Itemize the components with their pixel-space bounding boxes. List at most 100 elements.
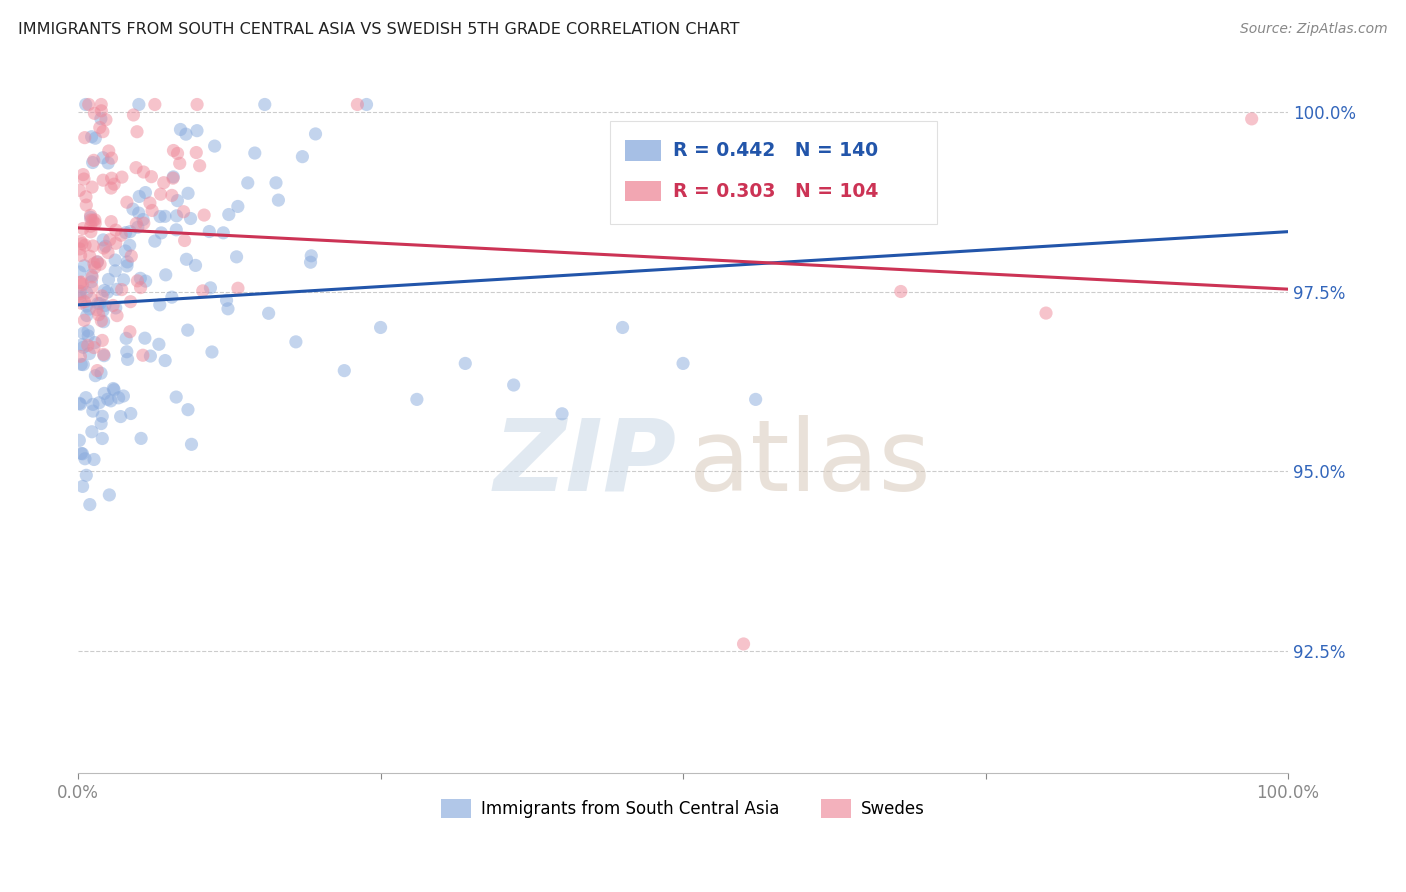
- Point: [105, 282, 128, 296]
- Point: [91, 303, 114, 318]
- Point: [75, 238, 97, 252]
- Point: [104, 301, 127, 315]
- Point: [104, 223, 127, 237]
- Point: [153, 210, 176, 224]
- Point: [299, 249, 322, 263]
- Point: [166, 146, 188, 161]
- Point: [103, 383, 125, 397]
- Point: [112, 273, 135, 287]
- Point: [180, 437, 202, 451]
- Point: [165, 390, 187, 404]
- Point: [69, 276, 91, 290]
- Point: [83, 153, 105, 168]
- Point: [149, 210, 172, 224]
- Point: [86, 255, 108, 269]
- Point: [80, 225, 103, 239]
- Point: [148, 337, 170, 351]
- Point: [122, 108, 145, 122]
- Point: [75, 468, 97, 483]
- Point: [135, 274, 157, 288]
- Point: [97, 156, 120, 170]
- Point: [72, 340, 94, 354]
- Point: [139, 196, 162, 211]
- Point: [76, 309, 98, 323]
- Point: [73, 172, 96, 186]
- Point: [79, 301, 101, 316]
- Point: [186, 145, 208, 160]
- Point: [70, 296, 93, 310]
- Point: [132, 216, 155, 230]
- Point: [120, 225, 142, 239]
- Point: [257, 306, 280, 320]
- Point: [93, 315, 115, 329]
- Point: [188, 159, 211, 173]
- Point: [129, 271, 152, 285]
- Point: [90, 112, 112, 126]
- Point: [79, 211, 101, 225]
- Point: [118, 325, 141, 339]
- Point: [75, 97, 97, 112]
- Point: [346, 97, 368, 112]
- Point: [91, 334, 114, 348]
- Point: [86, 255, 108, 269]
- Point: [83, 106, 105, 120]
- Point: [69, 248, 91, 262]
- Point: [104, 253, 127, 268]
- Point: [82, 155, 104, 169]
- Point: [105, 309, 128, 323]
- Point: [225, 250, 247, 264]
- Point: [143, 97, 166, 112]
- Point: [83, 341, 105, 355]
- Point: [79, 249, 101, 263]
- Point: [90, 417, 112, 431]
- Point: [73, 294, 96, 309]
- Point: [226, 199, 249, 213]
- Point: [204, 139, 226, 153]
- Point: [186, 123, 208, 137]
- Point: [90, 97, 112, 112]
- FancyBboxPatch shape: [626, 140, 661, 161]
- Point: [80, 213, 103, 227]
- Point: [267, 193, 290, 207]
- Point: [174, 127, 197, 141]
- Point: [111, 283, 134, 297]
- FancyBboxPatch shape: [610, 121, 938, 224]
- Point: [97, 144, 120, 158]
- Point: [87, 308, 110, 322]
- Point: [97, 272, 120, 286]
- Point: [128, 206, 150, 220]
- Point: [143, 234, 166, 248]
- Point: [128, 189, 150, 203]
- Point: [93, 241, 115, 255]
- Point: [218, 207, 240, 221]
- Point: [72, 447, 94, 461]
- Point: [73, 313, 96, 327]
- Point: [356, 97, 378, 112]
- Point: [226, 281, 249, 295]
- Point: [100, 181, 122, 195]
- Point: [104, 264, 127, 278]
- Point: [76, 338, 98, 352]
- Text: ZIP: ZIP: [494, 415, 678, 512]
- Point: [77, 329, 100, 343]
- Point: [80, 280, 103, 294]
- Point: [94, 112, 117, 127]
- Point: [115, 331, 138, 345]
- Point: [82, 213, 104, 227]
- Point: [91, 173, 114, 187]
- Point: [98, 488, 121, 502]
- Point: [100, 151, 122, 165]
- Point: [141, 169, 163, 184]
- Point: [75, 391, 97, 405]
- Point: [304, 127, 326, 141]
- Point: [69, 397, 91, 411]
- Point: [551, 407, 574, 421]
- Point: [84, 131, 107, 145]
- Point: [94, 299, 117, 313]
- Text: R = 0.303   N = 104: R = 0.303 N = 104: [673, 182, 879, 202]
- Point: [101, 298, 124, 312]
- Point: [173, 234, 195, 248]
- FancyBboxPatch shape: [626, 181, 661, 202]
- Point: [84, 368, 107, 383]
- Point: [73, 130, 96, 145]
